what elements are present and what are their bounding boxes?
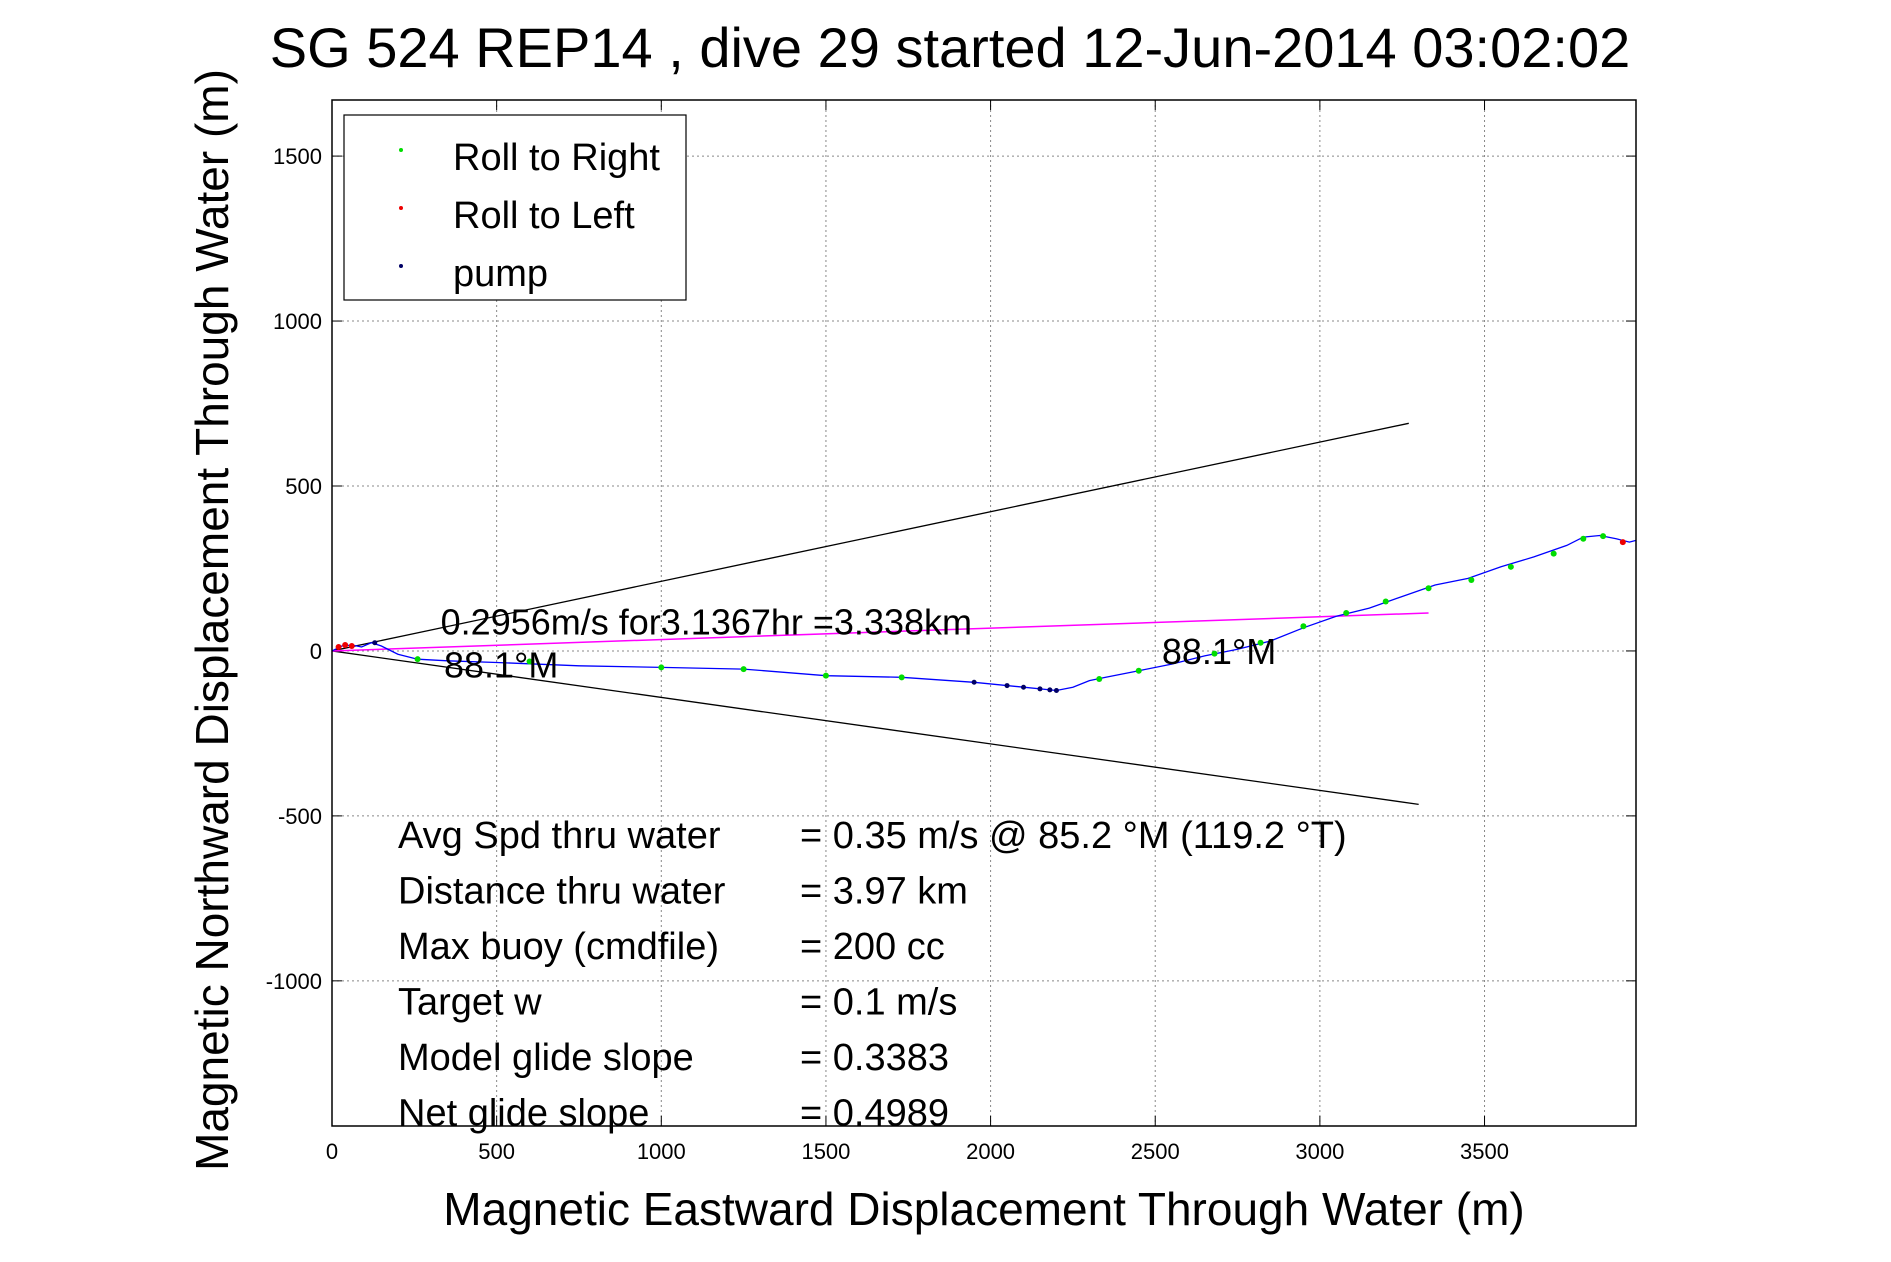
roll-right-point: [658, 664, 665, 671]
x-tick-label: 3500: [1460, 1139, 1509, 1164]
pump-point: [1021, 684, 1027, 690]
stat-label: Max buoy (cmdfile): [398, 926, 719, 968]
roll-left-point: [335, 643, 342, 650]
stat-value: = 200 cc: [800, 926, 945, 968]
roll-right-point: [1580, 535, 1587, 542]
legend-roll-right-marker: [399, 148, 403, 152]
roll-right-point: [740, 666, 747, 673]
x-axis-label: Magnetic Eastward Displacement Through W…: [443, 1183, 1524, 1235]
y-tick-label: 0: [310, 639, 322, 664]
y-tick-label: -1000: [266, 969, 322, 994]
legend-roll-right-label: Roll to Right: [453, 137, 660, 179]
roll-right-point: [1135, 667, 1142, 674]
pump-point: [1053, 688, 1059, 694]
roll-right-point: [1550, 550, 1557, 557]
dive-statistics: Avg Spd thru water = 0.35 m/s @ 85.2 °M (…: [398, 815, 1347, 1135]
y-axis-ticks: -1000 -500 0 500 1000 1500: [266, 144, 1636, 994]
x-tick-label: 1500: [801, 1139, 850, 1164]
roll-right-point: [1211, 650, 1218, 657]
roll-right-point: [1343, 610, 1350, 616]
pump-point: [372, 640, 378, 646]
stat-value: = 3.97 km: [800, 871, 968, 913]
stat-value: = 0.4989: [800, 1093, 949, 1135]
legend-pump-marker: [399, 264, 403, 268]
legend-roll-left-label: Roll to Left: [453, 195, 635, 237]
roll-right-point: [1382, 598, 1389, 605]
pump-point: [971, 679, 977, 685]
roll-right-point: [1507, 563, 1514, 570]
y-tick-label: 1500: [273, 144, 322, 169]
x-tick-label: 0: [326, 1139, 338, 1164]
roll-right-point: [1468, 577, 1475, 584]
heading-and-drift-lines: [331, 422, 1429, 805]
legend-pump-label: pump: [453, 253, 548, 295]
pump-point: [1037, 686, 1043, 692]
annotation-text: 0.2956m/s for3.1367hr =3.338km: [441, 601, 972, 642]
heading-line-upper: [331, 422, 1409, 652]
roll-left-point: [342, 642, 349, 649]
roll-right-point: [1425, 585, 1432, 592]
drift-line: [331, 612, 1429, 652]
y-axis-label: Magnetic Northward Displacement Through …: [186, 69, 238, 1171]
roll-right-point: [822, 672, 829, 679]
roll-right-point: [526, 658, 533, 665]
roll-right-point: [1257, 639, 1264, 646]
stat-label: Target w: [398, 982, 542, 1024]
legend: Roll to Right Roll to Left pump: [343, 114, 687, 301]
roll-right-point: [414, 656, 421, 663]
x-tick-label: 3000: [1295, 1139, 1344, 1164]
stat-label: Model glide slope: [398, 1037, 694, 1079]
stat-value: = 0.35 m/s @ 85.2 °M (119.2 °T): [800, 815, 1347, 857]
stat-label: Net glide slope: [398, 1093, 649, 1135]
roll-right-point: [898, 674, 905, 681]
x-axis-ticks: 0 500 1000 1500 2000 2500 3000 3500: [326, 100, 1509, 1164]
stat-value: = 0.3383: [800, 1037, 949, 1079]
pump-point: [1047, 687, 1053, 693]
annotation-text: 88.1°M: [444, 644, 558, 685]
x-tick-label: 2000: [966, 1139, 1015, 1164]
roll-left-point: [348, 642, 355, 649]
roll-right-point: [1300, 623, 1307, 630]
chart-title: SG 524 REP14 , dive 29 started 12-Jun-20…: [270, 16, 1630, 79]
roll-right-point: [1096, 675, 1103, 682]
x-tick-label: 2500: [1131, 1139, 1180, 1164]
heading-line-lower: [331, 650, 1419, 805]
stat-label: Avg Spd thru water: [398, 815, 721, 857]
stat-label: Distance thru water: [398, 871, 726, 913]
y-tick-label: 500: [285, 474, 322, 499]
track-markers: [335, 533, 1626, 694]
annotation-text: 88.1°M: [1162, 631, 1276, 672]
legend-roll-left-marker: [399, 206, 403, 210]
y-tick-label: -500: [278, 804, 322, 829]
x-tick-label: 500: [478, 1139, 515, 1164]
stat-value: = 0.1 m/s: [800, 982, 957, 1024]
x-tick-label: 1000: [637, 1139, 686, 1164]
plot-area-border: [331, 99, 1637, 1127]
grid-lines: [332, 100, 1636, 1126]
roll-left-point: [1619, 539, 1626, 546]
y-tick-label: 1000: [273, 309, 322, 334]
pump-point: [1004, 683, 1010, 689]
roll-right-point: [1600, 533, 1607, 540]
